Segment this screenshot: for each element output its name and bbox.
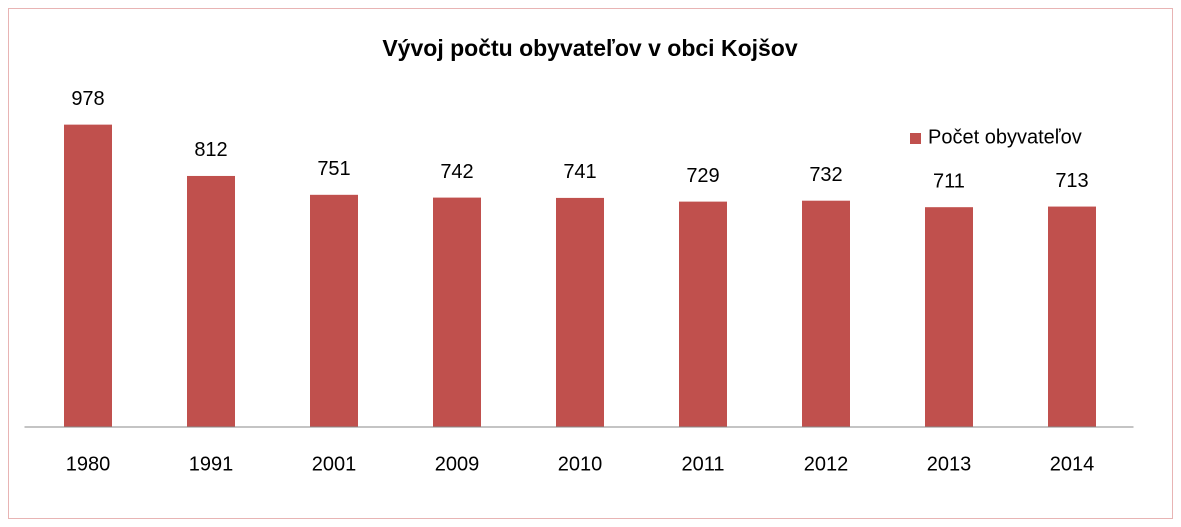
bar [802, 200, 850, 427]
bar [925, 207, 973, 427]
bar [433, 197, 481, 427]
data-label: 711 [933, 170, 965, 192]
legend-swatch [910, 133, 921, 144]
x-tick-label: 2014 [1050, 453, 1095, 475]
bar [64, 124, 112, 427]
x-tick-label: 2001 [312, 453, 357, 475]
data-label: 742 [440, 161, 473, 183]
data-label: 978 [71, 88, 104, 110]
data-label: 812 [194, 139, 227, 161]
bar [187, 175, 235, 427]
data-label: 729 [686, 165, 719, 187]
x-tick-label: 2009 [435, 453, 480, 475]
data-label: 751 [317, 158, 350, 180]
bar [1048, 206, 1096, 427]
x-tick-label: 1980 [66, 453, 111, 475]
bar [556, 197, 604, 427]
data-label: 741 [563, 161, 596, 183]
data-label: 732 [809, 164, 842, 186]
bar [679, 201, 727, 427]
x-tick-label: 1991 [189, 453, 234, 475]
data-label: 713 [1055, 170, 1088, 192]
chart-title: Vývoj počtu obyvateľov v obci Kojšov [382, 35, 798, 61]
x-tick-label: 2011 [681, 453, 724, 475]
bar [310, 194, 358, 427]
x-tick-label: 2010 [558, 453, 603, 475]
x-tick-label: 2013 [927, 453, 972, 475]
x-tick-label: 2012 [804, 453, 849, 475]
legend-label: Počet obyvateľov [928, 126, 1082, 148]
